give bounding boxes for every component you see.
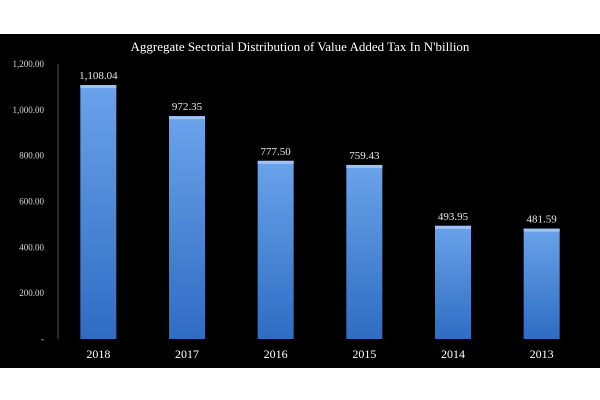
y-tick-label: 1,200.00 xyxy=(13,59,45,69)
y-tick-label: 600.00 xyxy=(19,197,44,207)
y-tick-label: 800.00 xyxy=(19,151,44,161)
y-axis-ticks: - 200.00 400.00 600.00 800.00 1,000.00 1,200.0… xyxy=(13,59,45,344)
bar-highlight xyxy=(169,116,205,120)
data-label: 1,108.04 xyxy=(79,70,118,82)
bar-highlight xyxy=(80,85,117,89)
bar-highlight xyxy=(257,160,294,164)
bar-chart: Aggregate Sectorial Distribution of Valu… xyxy=(13,39,560,361)
x-tick-label: 2013 xyxy=(530,347,554,361)
bar xyxy=(346,164,383,339)
x-tick-label: 2014 xyxy=(441,347,465,361)
data-label: 759.43 xyxy=(349,150,380,162)
y-tick-label: 200.00 xyxy=(19,288,44,298)
data-label: 777.50 xyxy=(261,146,292,158)
data-label: 481.59 xyxy=(527,214,558,226)
bar xyxy=(523,228,560,339)
x-tick-label: 2018 xyxy=(86,347,110,361)
data-label: 972.35 xyxy=(172,101,203,113)
bar-highlight xyxy=(435,225,471,229)
x-axis-ticks: 2018 2017 2016 2015 2014 2013 xyxy=(86,347,553,361)
data-label: 493.95 xyxy=(438,211,469,223)
x-tick-label: 2015 xyxy=(352,347,376,361)
chart-panel: Aggregate Sectorial Distribution of Valu… xyxy=(0,34,600,368)
bar xyxy=(169,116,205,339)
bar xyxy=(435,225,471,339)
x-tick-label: 2017 xyxy=(175,347,199,361)
bar-highlight xyxy=(523,228,560,232)
y-tick-label: - xyxy=(41,334,44,344)
y-tick-label: 1,000.00 xyxy=(13,105,45,115)
bar-highlight xyxy=(346,164,383,168)
bar xyxy=(80,85,117,340)
y-tick-label: 400.00 xyxy=(19,242,44,252)
chart-title: Aggregate Sectorial Distribution of Valu… xyxy=(131,39,470,54)
bars: 1,108.04 972.35 777.50 759.43 493.95 481.59 xyxy=(79,70,560,340)
x-tick-label: 2016 xyxy=(264,347,288,361)
bar xyxy=(257,160,294,339)
